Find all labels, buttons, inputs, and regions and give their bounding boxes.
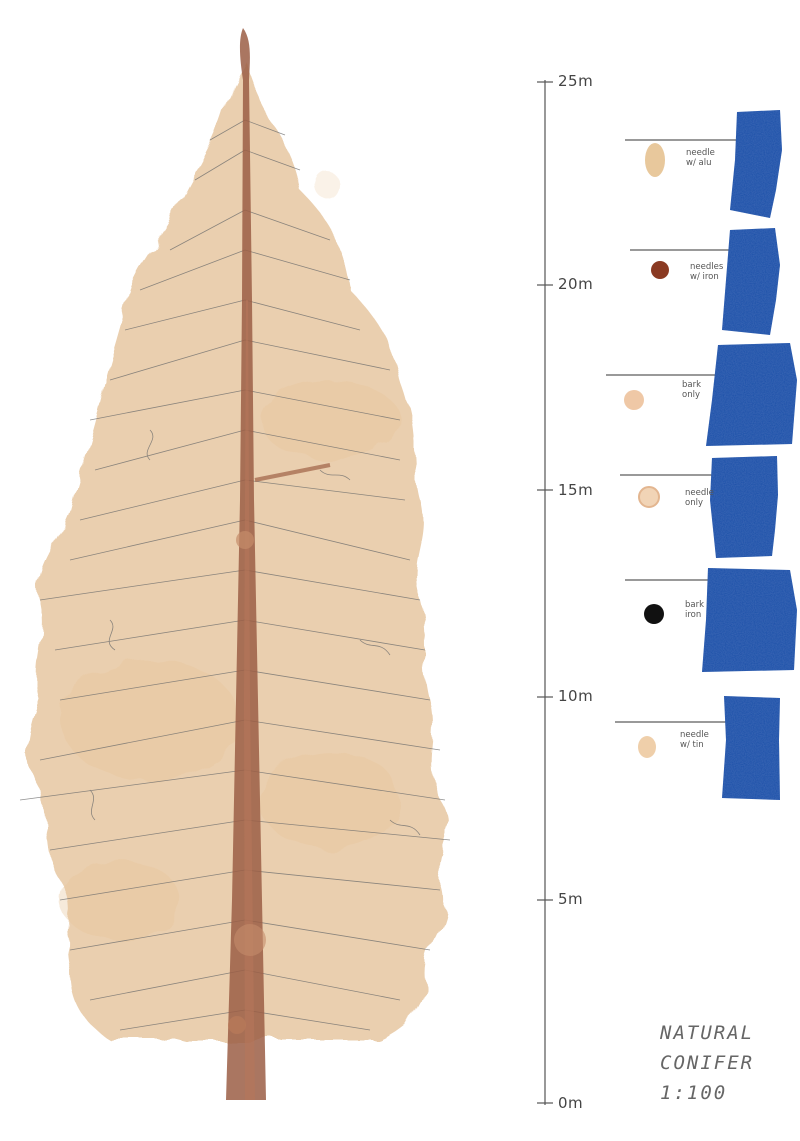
scale-label-15m: 15m — [558, 481, 594, 499]
swatch-rules — [606, 139, 740, 723]
scale-label-20m: 20m — [558, 275, 594, 293]
dye-dots — [624, 143, 669, 758]
swatch-dot-6 — [638, 736, 656, 758]
tape-pieces — [702, 110, 797, 800]
swatch-label-4: needle only — [685, 488, 714, 508]
title-line-3: 1:100 — [660, 1082, 728, 1104]
swatch-label-2: needles w/ iron — [690, 262, 724, 282]
scale-label-10m: 10m — [558, 687, 594, 705]
swatch-label-1: needle w/ alu — [686, 148, 715, 168]
title-line-2: CONIFER — [660, 1052, 755, 1074]
swatch-dot-1 — [645, 143, 665, 177]
scale-label-25m: 25m — [558, 72, 594, 90]
swatch-dot-3 — [624, 390, 644, 410]
swatch-dot-4 — [638, 486, 660, 508]
scale-label-5m: 5m — [558, 890, 584, 908]
swatch-dot-2 — [651, 261, 669, 279]
swatch-label-5: bark iron — [685, 600, 705, 620]
branch-sketch — [19, 119, 451, 1031]
tree-trunk — [226, 28, 331, 1100]
title-line-1: NATURAL — [660, 1022, 755, 1044]
swatch-dot-5 — [644, 604, 664, 624]
scale-label-0m: 0m — [558, 1094, 584, 1112]
swatch-label-3: bark only — [682, 380, 702, 400]
swatch-label-6: needle w/ tin — [680, 730, 709, 750]
scale-axis — [537, 80, 553, 1105]
